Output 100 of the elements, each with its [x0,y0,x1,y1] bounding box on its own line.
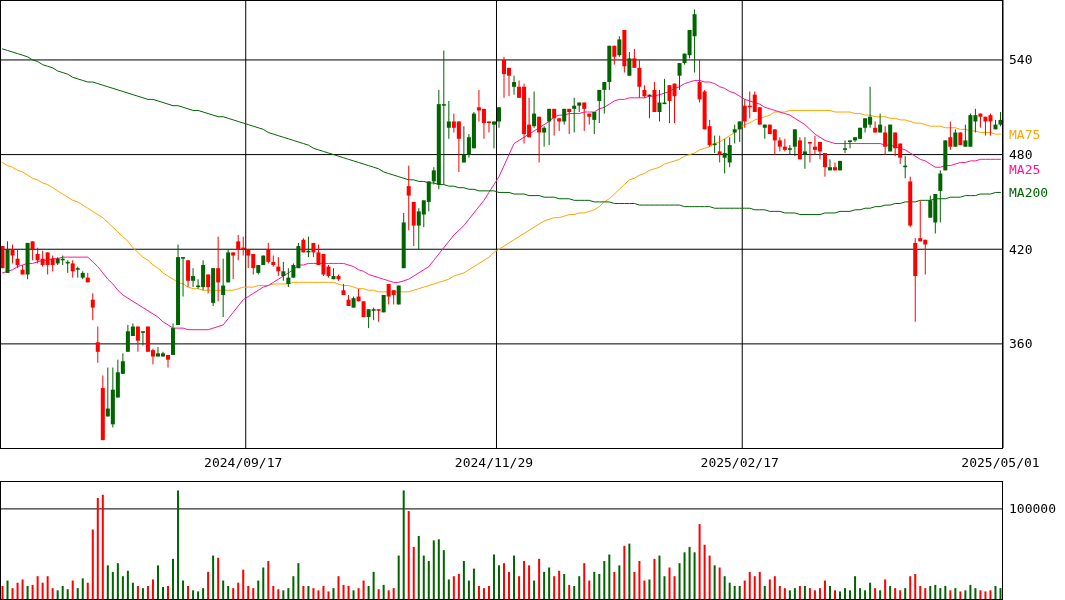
bar [21,579,24,599]
bar [793,588,796,599]
bar [708,555,711,599]
bar [151,579,154,599]
candlestick [512,75,517,96]
bar [202,588,205,599]
bar [518,576,521,599]
line-series [2,79,1001,331]
x-tick-label: 2024/09/17 [204,455,283,470]
bar [367,585,370,599]
candlestick [191,267,196,288]
bar [397,555,400,599]
bar [919,585,922,599]
bar [86,582,89,599]
y-tick-label: 420 [1009,241,1033,257]
candlestick [281,261,286,282]
bar [698,524,701,599]
candlestick [186,259,191,288]
candlestick [542,125,547,148]
bar [131,582,134,599]
bar [813,590,816,599]
bar [247,585,250,599]
bar [497,565,500,599]
bar [51,588,54,599]
bar [71,580,74,599]
bar [508,571,511,599]
candlestick [652,81,657,113]
bar [447,579,450,599]
bar [763,585,766,599]
bar [623,545,626,599]
bar [352,590,355,599]
candlestick [537,116,542,163]
bar [778,585,781,599]
bar [618,565,621,599]
bar [106,565,109,599]
bar [41,582,44,599]
bar [613,571,616,599]
bar [477,585,480,599]
bar [156,565,159,599]
bar [503,563,506,599]
y-tick-label: 540 [1009,52,1033,68]
bar [101,494,104,599]
candlestick [446,100,451,140]
candlestick [727,136,732,168]
bar [849,590,852,599]
bar [141,588,144,599]
bar [688,546,691,599]
bar [452,576,455,599]
bar [568,584,571,599]
bar [543,571,546,599]
bar [914,574,917,599]
candlestick [246,248,251,269]
bar [864,590,867,599]
bar [197,591,200,599]
candlestick [502,56,507,99]
bar [944,585,947,599]
bar [964,590,967,599]
bar [136,585,139,599]
bar [603,561,606,599]
bar [994,585,997,599]
bar [342,584,345,599]
bar [678,563,681,599]
candlestick [496,106,501,129]
bar [884,579,887,599]
bar [111,571,114,599]
bar [808,588,811,599]
bar [66,589,69,599]
series-label: MA75 [1009,126,1041,142]
y-tick-label: 480 [1009,147,1033,163]
bar [267,561,270,599]
bar [292,576,295,599]
bar [984,591,987,599]
candlestick [552,108,557,137]
bar [974,588,977,599]
bar [969,584,972,599]
bar [874,588,877,599]
bar [513,555,516,599]
candlestick [5,240,10,274]
bar [242,569,245,599]
bar [608,554,611,599]
bar [989,590,992,599]
bar [869,582,872,599]
bar [889,585,892,599]
candlestick [873,120,878,134]
bar [61,585,64,599]
candlestick [592,111,597,135]
candlestick [582,102,587,132]
candlestick [878,113,883,134]
candlestick [792,128,797,157]
bar [442,550,445,599]
candlestick [787,144,792,156]
bar [658,555,661,599]
bar [743,580,746,599]
bar [402,490,405,599]
bar [578,576,581,599]
bar [377,589,380,599]
bar [733,585,736,599]
bar [588,580,591,599]
bar [523,561,526,599]
candlestick [406,165,411,231]
